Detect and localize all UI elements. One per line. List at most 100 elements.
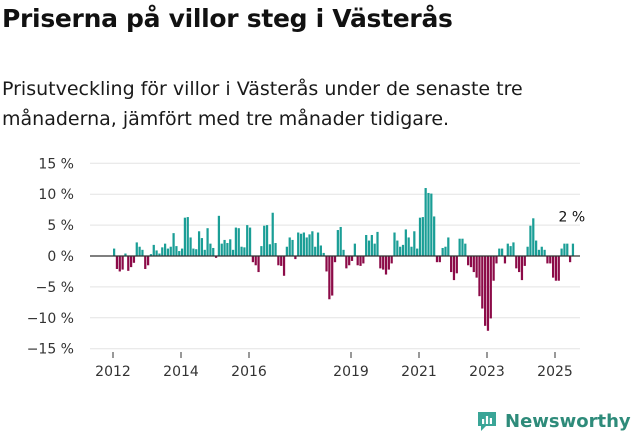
y-tick-label: 0 % xyxy=(47,249,74,265)
bar xyxy=(404,229,407,256)
bar xyxy=(280,256,283,266)
bar xyxy=(229,239,232,256)
bar xyxy=(302,232,305,256)
y-tick-label: 5 % xyxy=(47,218,74,234)
bar xyxy=(540,246,543,256)
bar xyxy=(475,256,478,278)
bar xyxy=(319,245,322,256)
bar xyxy=(257,256,260,273)
bar xyxy=(158,253,161,256)
bar xyxy=(144,256,147,269)
bar xyxy=(192,248,195,256)
bar xyxy=(345,256,348,269)
bar xyxy=(566,243,569,256)
bar xyxy=(274,243,277,256)
bar xyxy=(297,232,300,256)
bar xyxy=(452,256,456,281)
bar xyxy=(478,256,481,297)
bar xyxy=(518,256,521,273)
bars xyxy=(113,188,575,331)
bar xyxy=(537,249,541,256)
bar xyxy=(535,240,538,256)
bar xyxy=(115,256,119,269)
bar xyxy=(189,237,192,256)
newsworthy-logo-text: Newsworthy xyxy=(505,410,631,432)
y-tick-label: −15 % xyxy=(27,342,74,358)
bar xyxy=(209,243,212,256)
bar xyxy=(509,246,512,256)
bar xyxy=(433,216,436,256)
bar xyxy=(129,256,133,268)
bar xyxy=(532,218,535,256)
bar xyxy=(214,256,218,258)
bar xyxy=(413,231,416,256)
bar xyxy=(178,251,181,256)
bar xyxy=(138,246,141,256)
bar xyxy=(149,254,153,256)
bar xyxy=(418,217,422,256)
bar xyxy=(161,247,164,256)
bar xyxy=(197,231,201,256)
bar xyxy=(495,256,498,264)
bar xyxy=(175,246,178,256)
x-tick-label: 2023 xyxy=(469,364,505,380)
bar xyxy=(515,256,518,269)
bar xyxy=(393,232,396,256)
bar xyxy=(163,243,167,256)
bar xyxy=(396,240,399,256)
bar xyxy=(424,188,427,256)
bar xyxy=(172,233,175,256)
bar xyxy=(498,248,501,256)
bar xyxy=(367,240,371,256)
y-tick-label: 15 % xyxy=(38,156,74,172)
bar xyxy=(200,238,204,256)
bar xyxy=(251,256,255,263)
y-tick-label: −10 % xyxy=(27,311,74,327)
bar xyxy=(336,230,339,256)
bar xyxy=(226,243,229,256)
bar xyxy=(243,247,246,256)
bar xyxy=(387,256,390,270)
x-tick-label: 2014 xyxy=(163,364,199,380)
x-axis-labels: 2012 2014 2016 2019 2021 2023 2025 xyxy=(95,364,573,380)
bar xyxy=(435,256,439,263)
bar xyxy=(146,256,150,266)
bar xyxy=(421,217,424,256)
bar xyxy=(481,256,484,309)
bar xyxy=(458,238,461,256)
bar xyxy=(353,243,356,256)
chart-subtitle: Prisutveckling för villor i Västerås und… xyxy=(2,78,523,130)
bar xyxy=(308,234,311,256)
bar xyxy=(376,231,379,256)
bar xyxy=(203,249,206,256)
bar xyxy=(549,256,552,264)
bar xyxy=(489,256,492,319)
bar xyxy=(568,256,572,263)
bar xyxy=(554,256,558,281)
bar xyxy=(506,243,509,256)
bar xyxy=(285,246,288,256)
bar xyxy=(557,256,560,281)
x-tick-label: 2025 xyxy=(537,364,573,380)
bar xyxy=(166,248,170,256)
bar xyxy=(438,256,441,263)
bar xyxy=(359,256,362,266)
bar xyxy=(501,248,504,256)
bar xyxy=(248,227,252,256)
bar xyxy=(484,256,487,326)
bar xyxy=(113,248,116,256)
bar xyxy=(492,256,495,281)
chart-title: Priserna på villor steg i Västerås xyxy=(2,4,453,33)
bar xyxy=(155,250,158,256)
bar xyxy=(529,225,532,256)
bar xyxy=(503,256,507,264)
bar xyxy=(464,243,467,256)
bar xyxy=(268,244,271,256)
bar xyxy=(444,246,447,256)
bar xyxy=(370,234,373,256)
bar xyxy=(254,256,257,266)
bar xyxy=(220,243,223,256)
bar xyxy=(472,256,475,273)
bar xyxy=(271,212,274,256)
bar xyxy=(526,246,529,256)
